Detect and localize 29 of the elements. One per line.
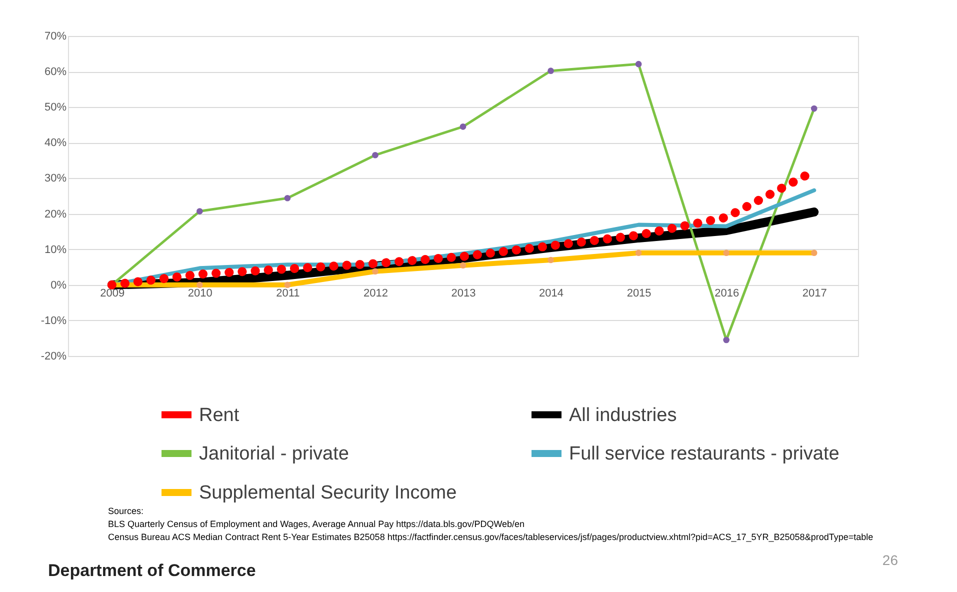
x-tick-label: 2009 — [100, 287, 125, 300]
legend-label: Full service restaurants - private — [569, 444, 840, 464]
x-tick-label: 2015 — [626, 287, 652, 300]
legend-label: All industries — [569, 404, 677, 426]
x-tick-label: 2017 — [802, 287, 827, 300]
x-tick-label: 2010 — [188, 287, 212, 300]
y-tick-label: -10% — [40, 314, 67, 327]
y-tick-label: 40% — [44, 137, 67, 150]
x-tick-label: 2014 — [539, 287, 564, 300]
y-tick-label: 20% — [44, 208, 67, 220]
text: BLS Quarterly Census of Employment and Wages, Average Annual Pay https://data.bls.gov/PDQWeb/en — [108, 519, 525, 529]
y-tick-label: 0% — [50, 279, 67, 292]
y-tick-label: -20% — [40, 350, 67, 362]
y-tick-label: 30% — [44, 172, 67, 185]
x-tick-label: 2012 — [363, 287, 388, 300]
y-tick-label: 70% — [44, 30, 67, 42]
x-tick-label: 2011 — [276, 287, 300, 300]
text: 26 — [882, 552, 898, 568]
text: Census Bureau ACS Median Contract Rent 5-Year Estimates B25058 https://factfinder.census.gov/faces/tableservices/jsf/pages/productview.xhtml?pid=ACS_17_5YR_B25058&prodType=table — [108, 532, 874, 542]
source-note: Sources: — [108, 506, 144, 516]
legend-label: Supplemental Security Income — [199, 482, 457, 504]
x-tick-label: 2013 — [451, 287, 476, 300]
y-tick-label: 10% — [44, 244, 67, 256]
y-tick-label: 60% — [44, 66, 67, 78]
legend-label: Janitorial - private — [199, 444, 349, 464]
x-tick-label: 2016 — [714, 287, 740, 300]
legend-label: Rent — [199, 404, 240, 426]
y-tick-label: 50% — [44, 102, 67, 114]
text: Department of Commerce — [48, 561, 256, 580]
